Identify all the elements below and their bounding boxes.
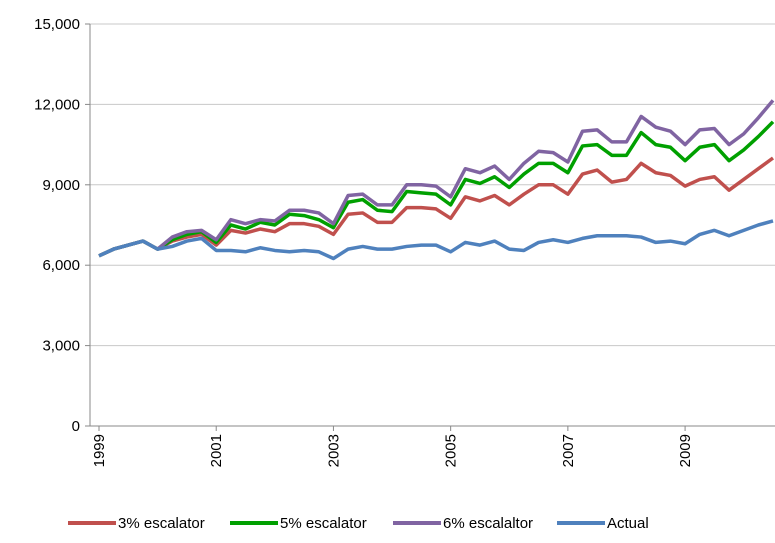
y-tick-label: 15,000 <box>34 16 80 33</box>
x-tick-label: 2007 <box>560 434 577 467</box>
legend-label: 5% escalator <box>280 515 367 532</box>
y-tick-label: 0 <box>72 418 80 435</box>
legend-label: 3% escalator <box>118 515 205 532</box>
x-tick-label: 2005 <box>443 434 460 467</box>
series-line <box>98 219 774 261</box>
y-tick-label: 3,000 <box>42 338 80 355</box>
x-tick-label: 2001 <box>208 434 225 467</box>
series-line <box>98 120 775 258</box>
legend-label: Actual <box>607 515 649 532</box>
series-line <box>98 99 775 258</box>
legend-label: 6% escalaltor <box>443 515 533 532</box>
y-tick-label: 6,000 <box>42 257 80 274</box>
x-tick-label: 1999 <box>91 434 108 467</box>
x-tick-label: 2003 <box>325 434 342 467</box>
series-line <box>98 156 775 258</box>
y-tick-label: 9,000 <box>42 177 80 194</box>
x-tick-label: 2009 <box>677 434 694 467</box>
y-tick-label: 12,000 <box>34 96 80 113</box>
